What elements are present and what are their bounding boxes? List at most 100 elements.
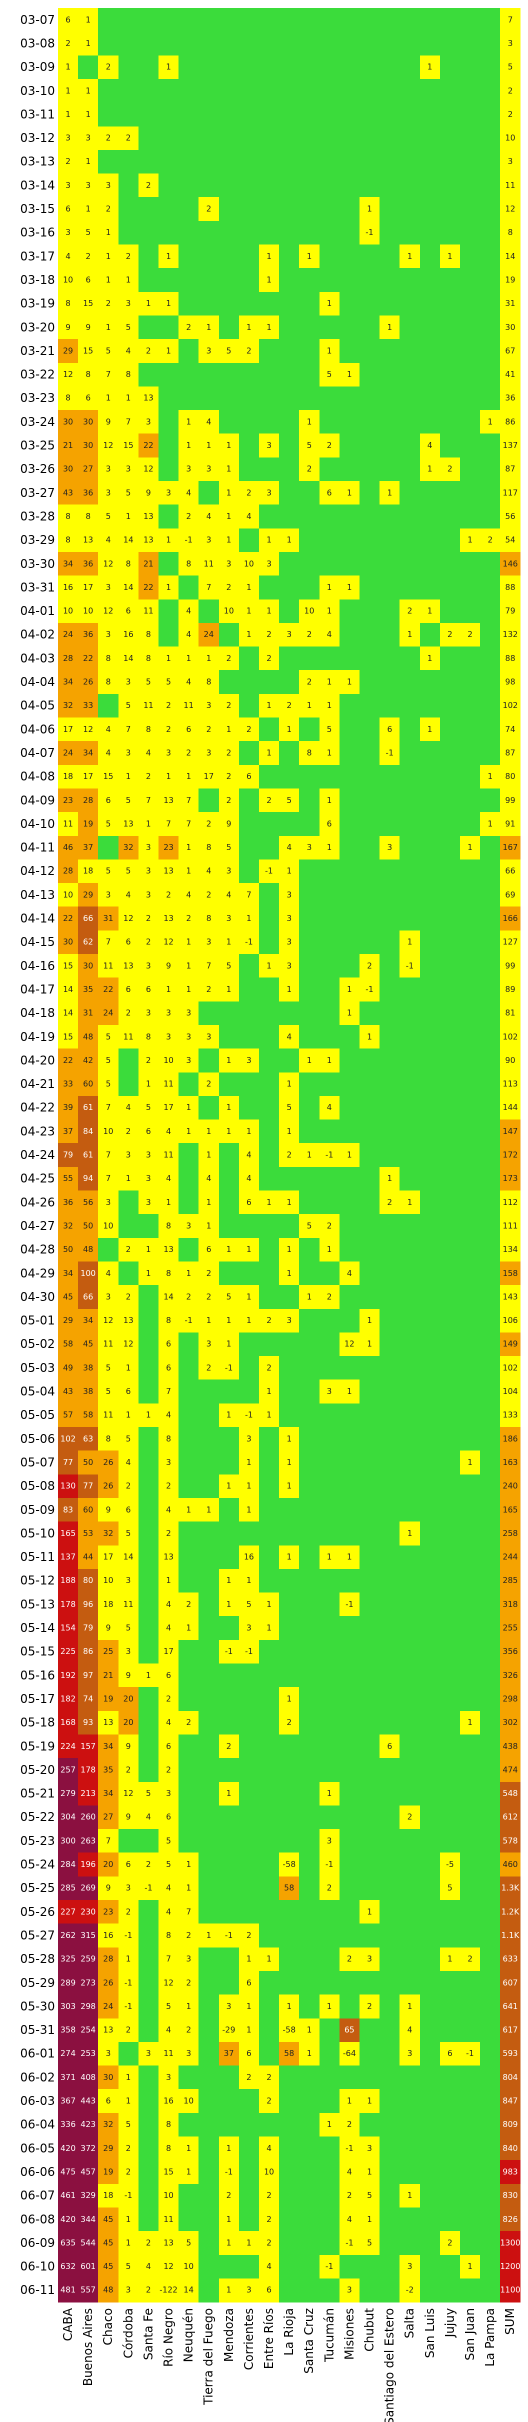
cell-value-label: 2: [126, 2144, 131, 2153]
heatmap-cell: [460, 1095, 481, 1120]
heatmap-cell: [419, 1947, 441, 1972]
heatmap-cell: [399, 315, 421, 340]
y-tick-label: 04-07: [20, 746, 55, 760]
cell-value-label: 1: [226, 2144, 231, 2153]
cell-value-label: 5: [226, 961, 231, 970]
heatmap-cell: [480, 1166, 501, 1191]
cell-value-label: 262: [60, 1931, 75, 1940]
heatmap-cell: [279, 362, 300, 387]
heatmap-cell: [118, 1900, 139, 1924]
heatmap-cell: [78, 1072, 99, 1097]
heatmap-cell: [379, 1427, 400, 1451]
cell-value-label: 1: [146, 1269, 151, 1278]
heatmap-cell: [399, 1545, 421, 1570]
heatmap-cell: [78, 646, 99, 671]
cell-value-label: 2: [146, 346, 151, 355]
heatmap-cell: [339, 693, 360, 718]
cell-value-label: 1: [347, 678, 352, 687]
heatmap-cell: [118, 197, 139, 222]
heatmap-cell: [78, 2041, 99, 2066]
cell-value-label: 32: [63, 1221, 73, 1230]
heatmap-cell: [98, 693, 119, 718]
cell-value-label: 3: [186, 2049, 191, 2058]
heatmap-cell: [259, 1403, 280, 1428]
heatmap-cell: [379, 717, 400, 742]
heatmap-cell: [118, 788, 139, 813]
heatmap-cell: [118, 2278, 139, 2303]
heatmap-cell: [118, 1639, 139, 1664]
heatmap-cell: [439, 1852, 461, 1877]
heatmap-cell: [138, 1687, 159, 1712]
heatmap-cell: [500, 1403, 521, 1428]
heatmap-cell: [118, 1568, 139, 1593]
cell-value-label: 1: [146, 1245, 151, 1254]
y-tick-label: 05-15: [20, 1645, 55, 1659]
cell-value-label: 3: [106, 181, 111, 190]
heatmap-cell: [279, 149, 300, 174]
heatmap-cell: [480, 693, 501, 718]
heatmap-cell: [259, 930, 280, 955]
heatmap-cell: [178, 1852, 199, 1877]
y-tick-label: 05-14: [20, 1621, 55, 1635]
heatmap-cell: [98, 1308, 119, 1333]
cell-value-label: 6: [186, 725, 191, 734]
heatmap-cell: [439, 173, 461, 198]
cell-value-label: 3: [146, 1009, 151, 1018]
heatmap-cell: [118, 646, 139, 671]
heatmap-cell: [299, 670, 320, 695]
cell-value-label: 50: [63, 1245, 73, 1254]
heatmap-cell: [399, 1805, 421, 1830]
cell-value-label: 91: [505, 819, 515, 828]
heatmap-cell: [399, 8, 421, 32]
heatmap-cell: [500, 1143, 521, 1168]
heatmap-cell: [238, 8, 260, 32]
cell-value-label: 1: [206, 323, 211, 332]
heatmap-cell: [460, 2278, 481, 2303]
heatmap-cell: [158, 1781, 179, 1806]
cell-value-label: 147: [503, 1127, 518, 1136]
heatmap-cell: [359, 1214, 380, 1239]
cell-value-label: 18: [83, 867, 93, 876]
heatmap-cell: [98, 2136, 119, 2161]
heatmap-cell: [218, 173, 240, 198]
cell-value-label: 27: [103, 1813, 113, 1822]
heatmap-cell: [319, 551, 340, 576]
cell-value-label: 1: [66, 86, 71, 95]
cell-value-label: 1: [226, 1411, 231, 1420]
cell-value-label: 1: [246, 583, 251, 592]
heatmap-cell: [218, 2112, 240, 2137]
heatmap-cell: [500, 2112, 521, 2137]
cell-value-label: 13: [143, 536, 153, 545]
heatmap-cell: [178, 2112, 199, 2137]
heatmap-cell: [480, 2231, 501, 2256]
heatmap-cell: [419, 291, 441, 316]
cell-value-label: 58: [83, 1411, 93, 1420]
heatmap-cell: [299, 2183, 320, 2208]
heatmap-cell: [379, 2160, 400, 2185]
heatmap-cell: [359, 433, 380, 458]
heatmap-cell: [279, 1450, 300, 1475]
cell-value-label: 12: [103, 1316, 113, 1325]
heatmap-cell: [460, 1024, 481, 1049]
heatmap-cell: [259, 197, 280, 222]
cell-value-label: 336: [60, 2120, 75, 2129]
cell-value-label: 13: [163, 867, 173, 876]
cell-value-label: 32: [103, 1529, 113, 1538]
heatmap-cell: [379, 599, 400, 624]
cell-value-label: 23: [103, 1907, 113, 1916]
heatmap-cell: [98, 883, 119, 907]
heatmap-cell: [158, 1970, 179, 1995]
cell-value-label: 3: [206, 536, 211, 545]
heatmap-cell: [399, 1001, 421, 1026]
heatmap-cell: [299, 1781, 320, 1806]
cell-value-label: 8: [166, 1931, 171, 1940]
cell-value-label: 18: [103, 1600, 113, 1609]
y-tick-label: 05-29: [20, 1976, 55, 1990]
heatmap-cell: [439, 220, 461, 245]
heatmap-cell: [178, 717, 199, 742]
cell-value-label: 5: [287, 1103, 292, 1112]
heatmap-cell: [279, 1900, 300, 1924]
heatmap-cell: [480, 1214, 501, 1239]
heatmap-cell: [218, 1356, 240, 1380]
heatmap-cell: [339, 1758, 360, 1783]
